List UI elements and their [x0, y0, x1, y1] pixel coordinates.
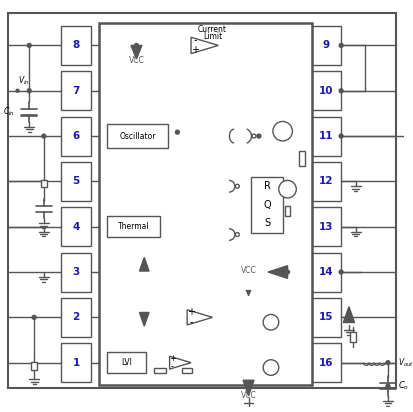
Bar — [311, 207, 340, 246]
Circle shape — [338, 44, 342, 47]
Text: 1: 1 — [72, 358, 79, 368]
Bar — [311, 253, 340, 292]
Circle shape — [385, 361, 389, 365]
Text: Thermal: Thermal — [117, 222, 149, 231]
Text: -: - — [171, 362, 173, 371]
Bar — [61, 207, 90, 246]
Text: 11: 11 — [318, 131, 333, 141]
Bar — [311, 26, 340, 65]
Polygon shape — [343, 307, 354, 322]
Text: +: + — [169, 354, 176, 363]
Bar — [41, 180, 47, 187]
Circle shape — [263, 360, 278, 375]
Text: 5: 5 — [72, 176, 79, 186]
Circle shape — [278, 180, 296, 198]
Text: VCC: VCC — [240, 266, 256, 274]
Bar — [61, 71, 90, 110]
Bar — [311, 343, 340, 382]
Circle shape — [256, 134, 260, 138]
Text: 3: 3 — [72, 267, 79, 277]
Bar — [107, 216, 159, 237]
Polygon shape — [267, 266, 287, 279]
Circle shape — [235, 232, 239, 236]
Circle shape — [285, 270, 289, 274]
Circle shape — [235, 184, 239, 188]
Text: $C_{in}$: $C_{in}$ — [3, 106, 14, 118]
Bar — [311, 298, 340, 337]
Polygon shape — [139, 258, 149, 271]
Circle shape — [263, 314, 278, 330]
Bar — [311, 162, 340, 201]
Bar — [154, 368, 166, 373]
Text: 7: 7 — [72, 86, 80, 96]
Circle shape — [338, 134, 342, 138]
Circle shape — [175, 130, 179, 134]
Circle shape — [385, 384, 389, 388]
Bar — [61, 117, 90, 156]
Text: $V_{in}$: $V_{in}$ — [17, 75, 29, 87]
Text: 8: 8 — [72, 40, 79, 50]
Bar — [99, 23, 311, 385]
Text: Q: Q — [263, 200, 270, 210]
Bar — [61, 253, 90, 292]
Text: $V_{out}$: $V_{out}$ — [397, 356, 413, 369]
Text: -: - — [189, 317, 192, 327]
Circle shape — [32, 316, 36, 319]
Bar — [61, 26, 90, 65]
Bar — [107, 352, 146, 373]
Text: 15: 15 — [318, 312, 333, 322]
Bar — [311, 71, 340, 110]
Bar — [107, 124, 167, 148]
Text: LVI: LVI — [121, 358, 132, 367]
Text: 14: 14 — [318, 267, 333, 277]
Text: 13: 13 — [318, 222, 333, 232]
Circle shape — [134, 44, 138, 47]
Circle shape — [338, 270, 342, 274]
Circle shape — [42, 134, 46, 138]
Polygon shape — [139, 312, 149, 326]
Bar — [182, 368, 192, 373]
Text: Current: Current — [197, 25, 226, 34]
Text: 4: 4 — [72, 222, 80, 232]
Circle shape — [27, 89, 31, 93]
Text: Limit: Limit — [202, 32, 221, 41]
Text: 12: 12 — [318, 176, 333, 186]
Bar — [61, 298, 90, 337]
Bar — [61, 162, 90, 201]
Circle shape — [338, 89, 342, 93]
Text: 9: 9 — [322, 40, 329, 50]
Polygon shape — [131, 45, 142, 59]
Text: VCC: VCC — [240, 391, 256, 400]
Bar — [284, 206, 290, 215]
Text: -: - — [193, 35, 196, 46]
Text: VCC: VCC — [128, 56, 144, 65]
Text: S: S — [263, 218, 269, 228]
Circle shape — [27, 44, 31, 47]
Text: 6: 6 — [72, 131, 79, 141]
Text: R: R — [263, 181, 270, 191]
Circle shape — [252, 134, 255, 138]
Bar — [251, 176, 282, 233]
Circle shape — [16, 89, 19, 92]
Bar — [31, 362, 37, 370]
Bar — [311, 117, 340, 156]
Text: +: + — [187, 307, 195, 318]
Text: +: + — [190, 45, 199, 55]
Text: Oscillator: Oscillator — [119, 131, 155, 140]
Text: $C_o$: $C_o$ — [397, 380, 408, 392]
Text: 2: 2 — [72, 312, 79, 322]
Bar — [299, 151, 304, 166]
Text: 16: 16 — [318, 358, 333, 368]
Polygon shape — [242, 380, 254, 396]
Bar — [349, 332, 355, 342]
Text: 10: 10 — [318, 86, 333, 96]
Bar — [61, 343, 90, 382]
Circle shape — [272, 122, 292, 141]
